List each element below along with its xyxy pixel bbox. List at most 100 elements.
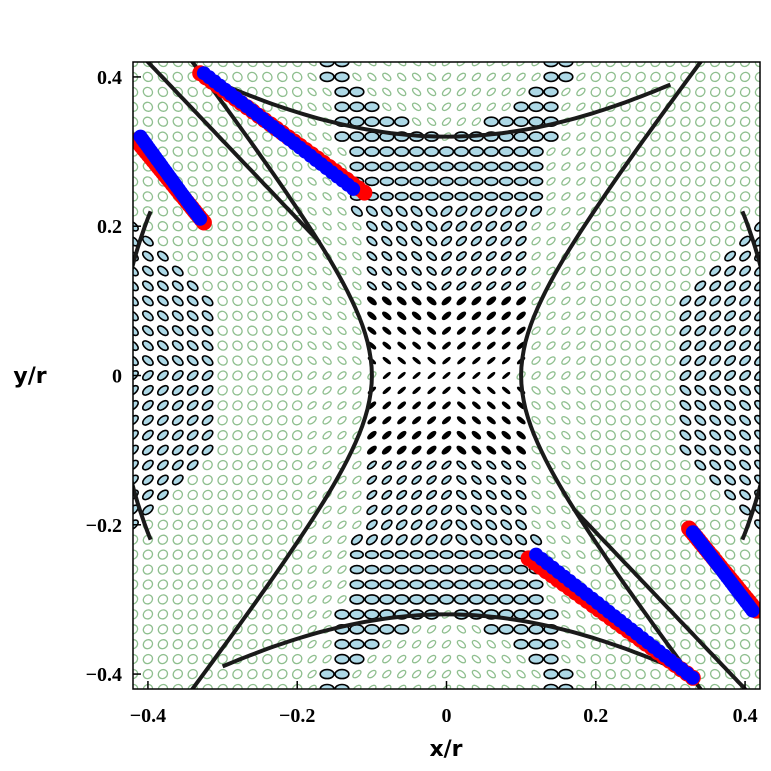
glyph-ellipse: [576, 206, 586, 216]
glyph-ellipse: [590, 265, 602, 277]
glyph-ellipse: [605, 161, 616, 172]
glyph-ellipse: [471, 430, 482, 440]
glyph-ellipse: [485, 504, 497, 516]
glyph-ellipse: [620, 116, 631, 127]
glyph-ellipse: [277, 340, 288, 351]
glyph-ellipse: [364, 594, 380, 605]
glyph-ellipse: [605, 444, 616, 456]
glyph-ellipse: [439, 564, 454, 575]
glyph-ellipse: [349, 161, 365, 172]
glyph-ellipse: [307, 117, 317, 127]
glyph-ellipse: [605, 116, 616, 127]
glyph-ellipse: [412, 386, 421, 395]
glyph-ellipse: [133, 639, 139, 650]
glyph-ellipse: [291, 668, 303, 680]
glyph-ellipse: [724, 62, 736, 68]
glyph-ellipse: [232, 161, 243, 172]
glyph-ellipse: [307, 610, 317, 619]
glyph-ellipse: [650, 206, 661, 217]
glyph-ellipse: [486, 72, 496, 82]
glyph-ellipse: [724, 429, 737, 441]
glyph-ellipse: [486, 654, 496, 664]
glyph-ellipse: [217, 459, 228, 471]
glyph-ellipse: [187, 594, 198, 605]
glyph-ellipse: [605, 265, 616, 277]
glyph-ellipse: [650, 71, 661, 83]
glyph-ellipse: [483, 161, 499, 172]
glyph-ellipse: [709, 384, 722, 396]
glyph-ellipse: [262, 415, 273, 426]
glyph-ellipse: [709, 594, 721, 605]
glyph-ellipse: [620, 325, 631, 336]
glyph-ellipse: [232, 639, 243, 650]
glyph-ellipse: [501, 87, 511, 97]
x-tick-label: 0.4: [733, 705, 758, 727]
glyph-ellipse: [133, 579, 139, 590]
glyph-ellipse: [620, 444, 631, 456]
glyph-ellipse: [277, 474, 288, 486]
glyph-ellipse: [277, 489, 288, 501]
glyph-ellipse: [366, 519, 378, 531]
glyph-ellipse: [352, 296, 362, 306]
glyph-ellipse: [381, 266, 393, 276]
glyph-ellipse: [471, 639, 482, 649]
glyph-ellipse: [247, 235, 258, 247]
data-series: [133, 65, 760, 686]
glyph-ellipse: [635, 116, 646, 127]
glyph-ellipse: [650, 430, 661, 441]
glyph-ellipse: [724, 683, 736, 689]
glyph-ellipse: [454, 549, 469, 560]
glyph-ellipse: [709, 459, 722, 471]
glyph-ellipse: [605, 579, 616, 590]
glyph-ellipse: [724, 474, 737, 486]
glyph-ellipse: [381, 235, 393, 247]
glyph-ellipse: [133, 340, 139, 352]
x-axis-label: x/r: [429, 737, 462, 762]
glyph-ellipse: [187, 624, 198, 635]
glyph-ellipse: [217, 325, 228, 336]
glyph-ellipse: [322, 505, 332, 515]
glyph-ellipse: [501, 445, 512, 455]
glyph-ellipse: [412, 326, 422, 335]
glyph-ellipse: [408, 146, 425, 157]
glyph-ellipse: [367, 669, 377, 679]
glyph-ellipse: [247, 668, 258, 680]
glyph-ellipse: [650, 265, 661, 277]
glyph-ellipse: [217, 430, 228, 441]
glyph-ellipse: [307, 535, 317, 545]
glyph-ellipse: [543, 131, 559, 142]
glyph-ellipse: [440, 534, 453, 546]
glyph-ellipse: [635, 191, 646, 202]
glyph-ellipse: [379, 623, 395, 635]
glyph-ellipse: [247, 176, 258, 187]
glyph-ellipse: [635, 206, 646, 217]
glyph-ellipse: [665, 250, 676, 262]
glyph-ellipse: [665, 116, 676, 127]
glyph-ellipse: [247, 579, 258, 590]
glyph-ellipse: [498, 146, 514, 157]
glyph-ellipse: [576, 326, 586, 336]
glyph-ellipse: [680, 250, 691, 262]
glyph-ellipse: [590, 86, 602, 98]
glyph-ellipse: [382, 326, 392, 335]
glyph-ellipse: [679, 340, 692, 352]
glyph-ellipse: [590, 400, 602, 411]
glyph-ellipse: [620, 400, 631, 411]
glyph-ellipse: [605, 459, 616, 471]
glyph-ellipse: [438, 161, 454, 172]
glyph-ellipse: [724, 504, 736, 516]
glyph-ellipse: [680, 235, 691, 247]
glyph-ellipse: [262, 459, 273, 471]
glyph-ellipse: [142, 206, 154, 217]
glyph-ellipse: [141, 384, 154, 396]
glyph-ellipse: [558, 683, 574, 689]
y-tick-label: 0.4: [97, 67, 122, 89]
glyph-ellipse: [680, 609, 691, 620]
glyph-ellipse: [307, 415, 317, 425]
boundary-diagonal-upper-left: [145, 62, 322, 244]
glyph-ellipse: [739, 399, 752, 411]
glyph-ellipse: [322, 610, 332, 619]
glyph-ellipse: [156, 489, 169, 501]
glyph-ellipse: [456, 654, 467, 664]
glyph-ellipse: [754, 369, 760, 382]
